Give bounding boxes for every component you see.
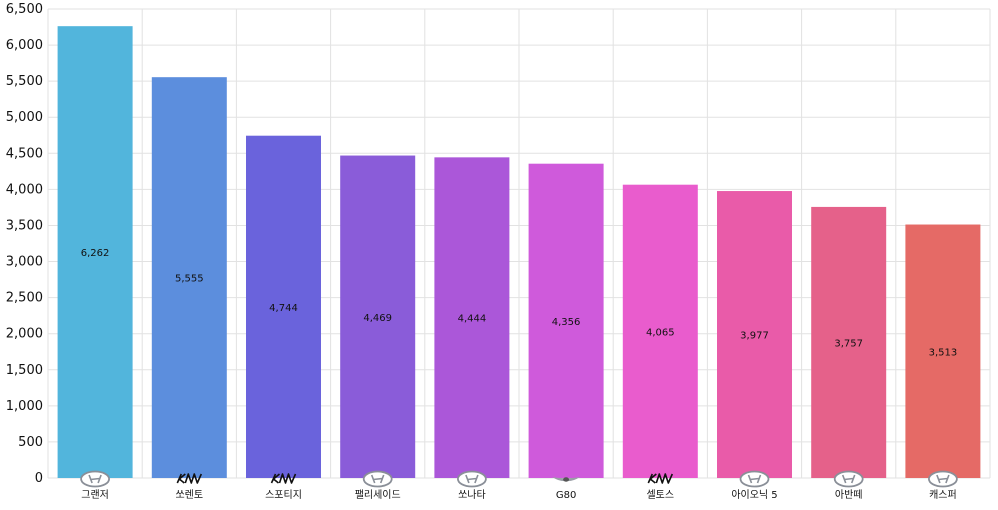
y-tick-label: 4,500 [6, 146, 43, 161]
kia-logo-icon [176, 473, 203, 484]
bar [717, 191, 792, 478]
genesis-logo-icon [552, 477, 581, 482]
hyundai-logo-icon [928, 470, 958, 488]
hyundai-logo-icon [833, 470, 864, 488]
y-tick-label: 5,500 [6, 74, 43, 89]
bar [528, 163, 604, 478]
kia-logo-icon [647, 473, 674, 484]
y-tick-label: 3,500 [6, 218, 43, 233]
y-tick-label: 0 [35, 471, 43, 486]
data-label: 5,555 [175, 274, 204, 285]
hyundai-logo-icon [80, 470, 110, 488]
x-tick-label: 팰리세이드 [355, 489, 401, 501]
bar [246, 135, 321, 478]
hyundai-logo-icon [456, 470, 487, 488]
y-tick-label: 2,500 [6, 291, 43, 306]
y-tick-label: 2,000 [6, 327, 43, 342]
data-label: 4,744 [269, 303, 298, 314]
y-tick-label: 4,000 [6, 182, 43, 197]
x-tick-label: G80 [556, 490, 576, 501]
y-tick-label: 5,000 [6, 110, 43, 125]
data-label: 3,513 [929, 347, 958, 358]
bar [434, 157, 510, 478]
y-tick-label: 6,500 [6, 2, 43, 17]
y-tick-label: 6,000 [6, 38, 43, 53]
data-label: 4,356 [552, 317, 581, 328]
x-tick-label: 아반떼 [835, 489, 863, 501]
data-label: 4,469 [363, 313, 392, 324]
y-tick-label: 1,500 [6, 363, 43, 378]
x-tick-label: 캐스퍼 [929, 489, 957, 501]
bar [57, 26, 133, 479]
bars [57, 26, 981, 479]
bar [811, 206, 887, 478]
bar [905, 224, 981, 478]
data-label: 4,444 [458, 314, 487, 325]
hyundai-logo-icon [739, 470, 770, 488]
x-tick-label: 아이오닉 5 [731, 489, 777, 501]
bar [622, 184, 698, 478]
kia-logo-icon [270, 473, 297, 484]
bar [340, 155, 416, 478]
x-tick-label: 그랜저 [81, 489, 109, 501]
value-labels: 6,262 5,555 4,744 4,469 4,444 4,356 4,065 3,977… [81, 248, 957, 358]
data-label: 3,757 [834, 338, 863, 349]
x-tick-label: 쏘나타 [458, 489, 486, 501]
y-tick-label: 1,000 [6, 399, 43, 414]
brand-icons [80, 470, 958, 488]
y-tick-label: 3,000 [6, 255, 43, 270]
y-tick-label: 500 [18, 435, 43, 450]
x-axis: 그랜저 쏘렌토 스포티지 팰리세이드 쏘나타 G80 셀토스 아이오닉 5 아반떼 캐스퍼 [81, 489, 956, 501]
x-tick-label: 스포티지 [265, 489, 302, 501]
hyundai-logo-icon [362, 470, 393, 488]
data-label: 3,977 [740, 331, 769, 342]
y-axis: 0 500 1,000 1,500 2,000 2,500 3,000 3,500 4,000 4… [6, 2, 43, 486]
data-label: 4,065 [646, 327, 675, 338]
bar [151, 77, 227, 478]
x-tick-label: 쏘렌토 [175, 489, 203, 501]
x-tick-label: 셀토스 [646, 489, 674, 501]
data-label: 6,262 [81, 248, 110, 259]
